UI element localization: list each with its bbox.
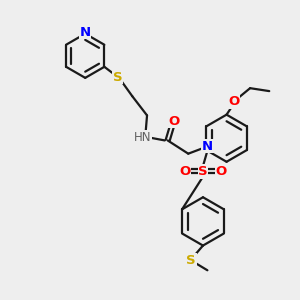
- Text: S: S: [198, 165, 208, 178]
- Text: O: O: [228, 95, 239, 108]
- Text: O: O: [216, 165, 227, 178]
- Text: S: S: [186, 254, 196, 267]
- Text: O: O: [179, 165, 190, 178]
- Text: N: N: [202, 140, 213, 153]
- Text: O: O: [168, 115, 179, 128]
- Text: HN: HN: [134, 131, 152, 144]
- Text: S: S: [113, 70, 122, 84]
- Text: N: N: [80, 26, 91, 39]
